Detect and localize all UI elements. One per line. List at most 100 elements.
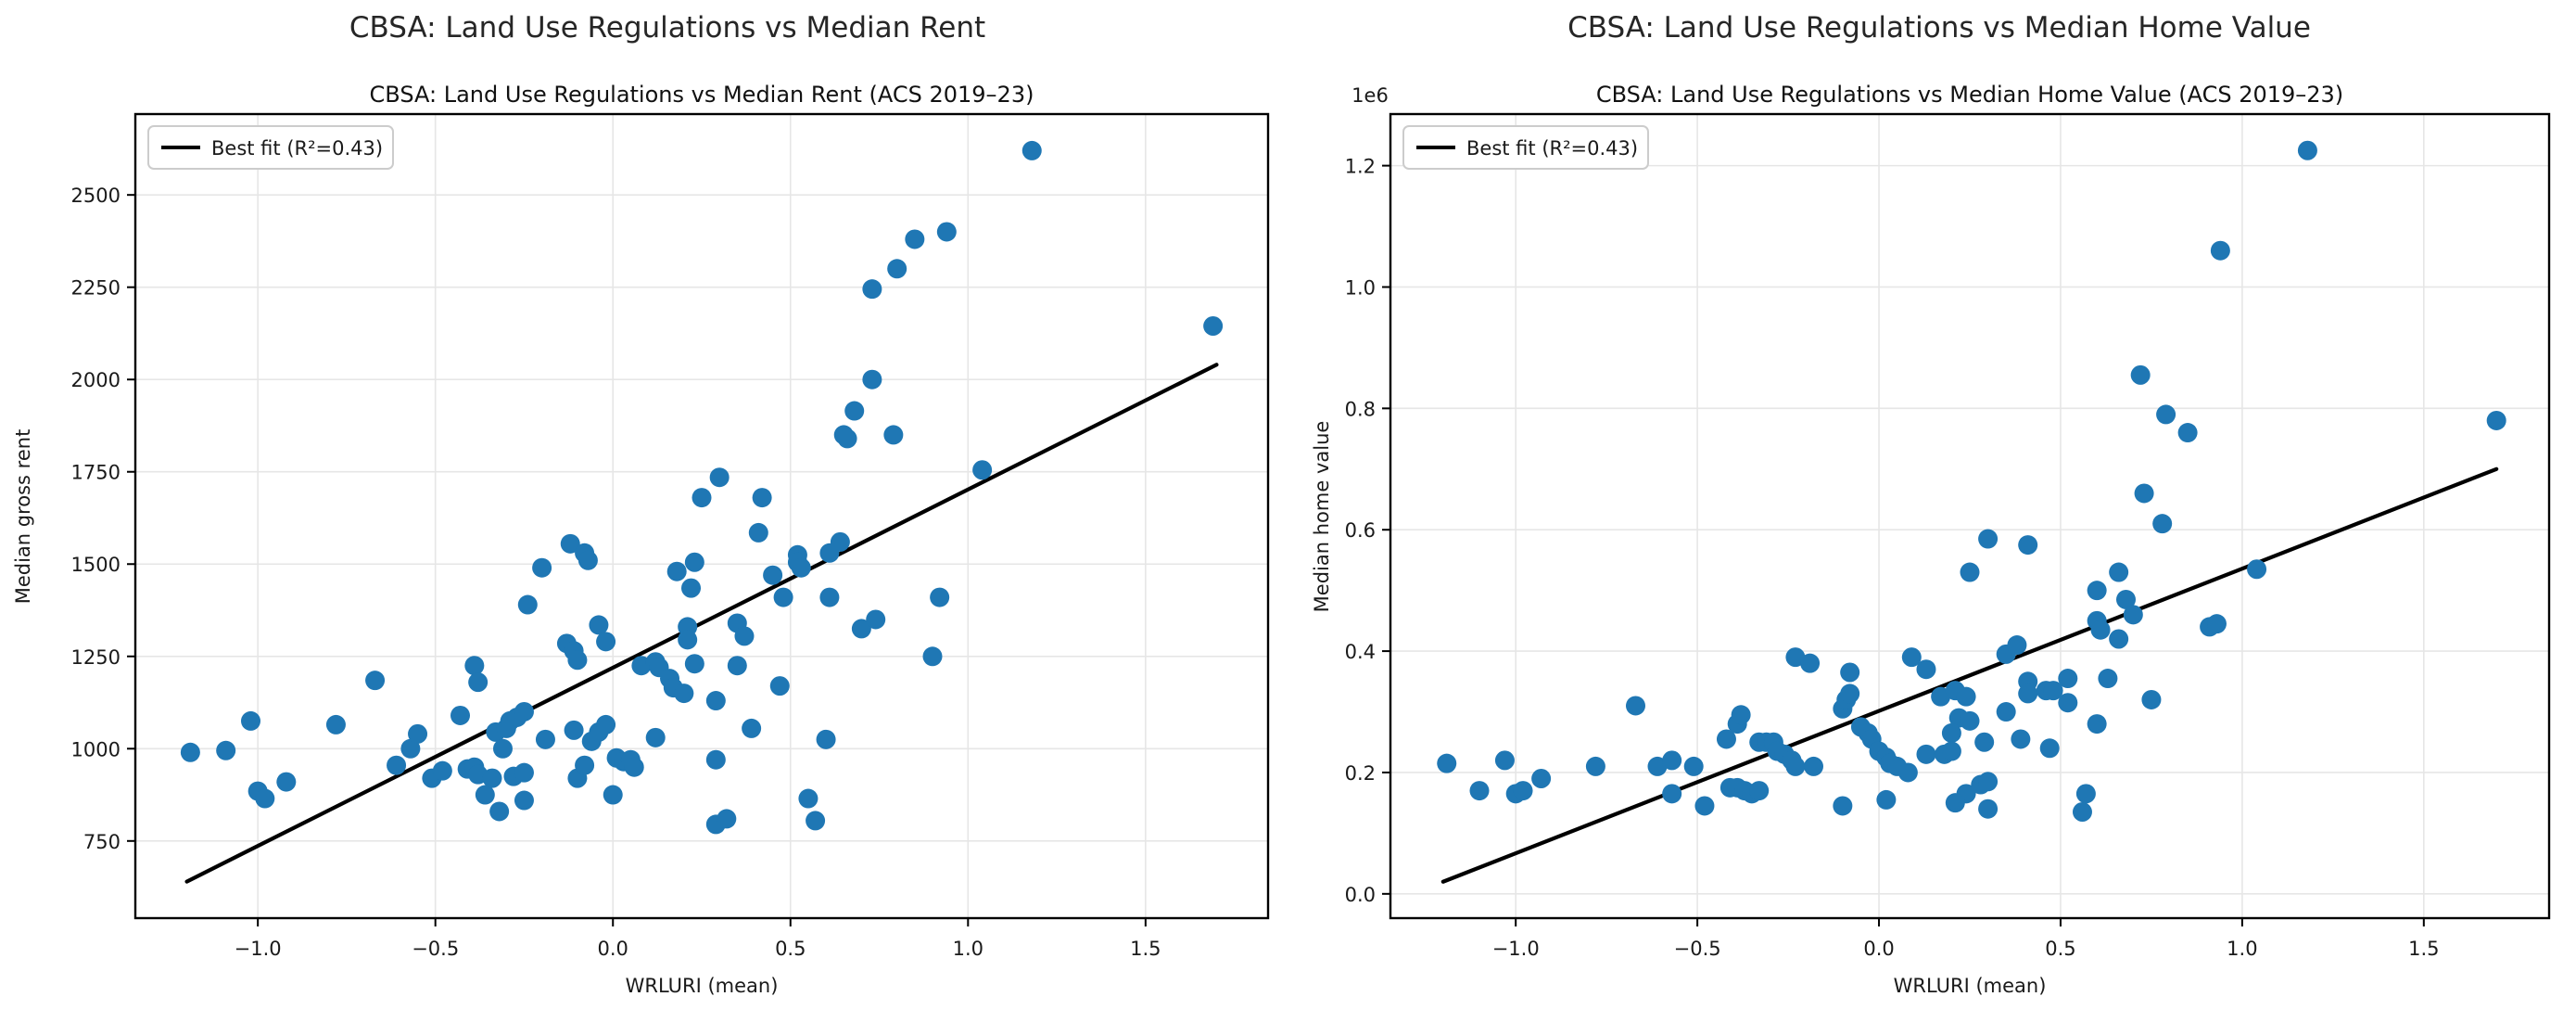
y-axis-label: Median home value <box>1311 421 1333 613</box>
scatter-point <box>705 691 726 711</box>
scatter-point <box>1974 732 1995 752</box>
x-tick-label: −1.0 <box>1492 938 1540 960</box>
scatter-point <box>1916 659 1936 680</box>
scatter-point <box>830 531 850 552</box>
scatter-point <box>255 788 275 809</box>
scatter-point <box>535 729 555 749</box>
axes-frame <box>133 112 1270 920</box>
x-tick-label: −1.0 <box>235 938 282 960</box>
scatter-point <box>1531 769 1552 789</box>
page-title: CBSA: Land Use Regulations vs Median Hom… <box>1567 11 2311 45</box>
legend-label: Best fit (R²=0.43) <box>211 137 383 160</box>
scatter-point <box>936 222 957 242</box>
axes-frame <box>1389 112 2551 920</box>
scatter-point <box>1978 772 1999 792</box>
scatter-point <box>1800 653 1821 673</box>
scatter-point <box>2087 714 2107 735</box>
scatter-point <box>2007 635 2027 656</box>
scatter-point <box>1960 562 1980 582</box>
scatter-point <box>1469 781 1490 801</box>
scatter-point <box>684 552 704 572</box>
scatter-point <box>734 626 755 646</box>
scatter-point <box>862 369 882 390</box>
scatter-point <box>727 656 747 676</box>
scatter-point <box>2018 535 2038 556</box>
scatter-point <box>752 488 772 508</box>
scatter-point <box>482 768 502 788</box>
scatter-point <box>2115 589 2136 609</box>
scatter-point <box>2011 729 2031 749</box>
scatter-point <box>1585 756 1605 776</box>
scatter-point <box>2043 681 2063 701</box>
scatter-point <box>2123 605 2143 625</box>
scatter-point <box>1840 662 1860 683</box>
scatter-point <box>681 578 702 598</box>
x-tick-label: 1.0 <box>953 938 983 960</box>
y-tick-label: 1000 <box>71 738 121 760</box>
scatter-point <box>2141 689 2162 709</box>
y-tick-label: 1.2 <box>1345 156 1376 178</box>
scatter-point <box>1931 686 1951 707</box>
scatter-point <box>763 565 783 585</box>
y-tick-label: 1500 <box>71 554 121 576</box>
scatter-point <box>596 714 616 735</box>
scatter-point <box>1662 750 1682 771</box>
y-axis-offset-text: 1e6 <box>1351 84 1389 107</box>
scatter-point <box>408 723 428 744</box>
scatter-point <box>1916 744 1936 764</box>
scatter-point <box>450 705 471 725</box>
axes-title: CBSA: Land Use Regulations vs Median Hom… <box>1596 82 2343 108</box>
scatter-point <box>489 801 510 822</box>
scatter-point <box>2134 483 2154 504</box>
scatter-point <box>930 587 950 607</box>
scatter-point <box>276 772 297 792</box>
scatter-point <box>596 632 616 652</box>
plot-area-home-value: −1.0 −0.5 0.0 0.5 1.0 1.5 0.0 0.2 0.4 0.6 0.8 1.0 1.… <box>1345 112 2551 960</box>
scatter-point <box>492 738 513 759</box>
scatter-point <box>514 790 534 811</box>
legend-box <box>1402 125 1649 170</box>
y-tick-label: 0.6 <box>1345 519 1376 542</box>
scatter-point <box>432 760 452 781</box>
x-tick-label: 1.5 <box>1130 938 1161 960</box>
scatter-point <box>1716 729 1736 749</box>
x-axis-label: WRLURI (mean) <box>626 975 779 997</box>
scatter-point <box>2109 562 2129 582</box>
scatter-point <box>709 467 730 488</box>
y-tick-label: 0.8 <box>1345 398 1376 420</box>
scatter-point <box>589 615 609 635</box>
x-tick-label: 0.5 <box>775 938 806 960</box>
scatter-point <box>2297 140 2317 160</box>
scatter-point <box>2247 559 2267 580</box>
x-axis-label: WRLURI (mean) <box>1894 975 2047 997</box>
axes-title: CBSA: Land Use Regulations vs Median Ren… <box>370 82 1034 108</box>
scatter-point <box>2130 364 2151 385</box>
best-fit-line <box>1440 466 2499 884</box>
scatter-point <box>837 428 857 449</box>
y-tick-label: 750 <box>83 831 121 853</box>
scatter-point <box>684 654 704 674</box>
scatter-point <box>1996 702 2016 722</box>
legend-label: Best fit (R²=0.43) <box>1466 137 1638 160</box>
x-tick-label: 1.5 <box>2408 938 2439 960</box>
scatter-point <box>2486 410 2506 430</box>
scatter-point <box>769 676 790 696</box>
scatter-point <box>1683 756 1704 776</box>
scatter-point <box>1960 710 1980 731</box>
scatter-point <box>1625 696 1645 716</box>
legend: Best fit (R²=0.43) <box>1402 125 1649 170</box>
scatter-point <box>475 785 495 805</box>
scatter-point <box>905 229 925 249</box>
scatter-point <box>2109 629 2129 649</box>
scatter-point <box>517 594 538 615</box>
scatter-point <box>325 714 346 735</box>
x-tick-label: −0.5 <box>412 938 459 960</box>
y-tick-label: 1.0 <box>1345 276 1376 299</box>
scatter-point <box>464 656 485 676</box>
scatter-point <box>2058 693 2078 713</box>
y-tick-label: 2250 <box>71 277 121 300</box>
x-tick-label: −0.5 <box>1674 938 1721 960</box>
y-tick-label: 1250 <box>71 646 121 669</box>
scatter-point <box>577 550 598 570</box>
